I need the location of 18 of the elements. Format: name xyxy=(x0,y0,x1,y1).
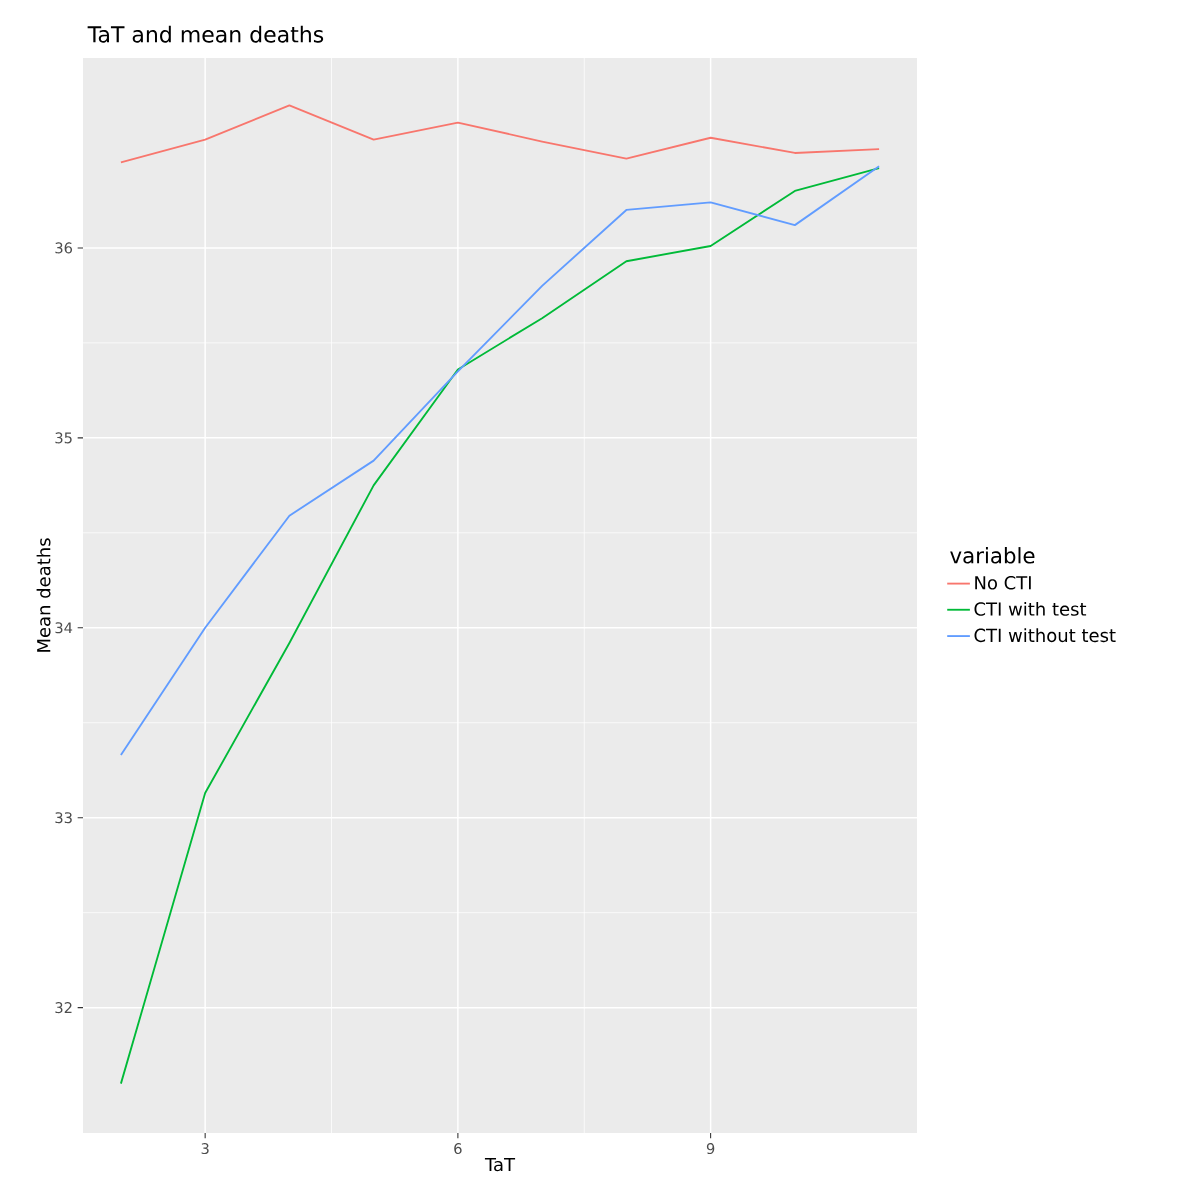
line-series xyxy=(119,165,881,756)
y-axis-title: Mean deaths xyxy=(36,538,51,652)
x-axis-title: TaT xyxy=(484,1157,516,1172)
y-tick-label: 33 xyxy=(55,812,72,824)
legend-label: CTI without test xyxy=(974,628,1116,643)
line-series xyxy=(119,104,881,164)
y-tick-label: 35 xyxy=(55,432,72,444)
legend-title: variable xyxy=(950,547,1035,564)
y-tick-label: 36 xyxy=(55,242,73,254)
x-tick-label: 3 xyxy=(201,1143,209,1155)
chart-title: TaT and mean deaths xyxy=(87,25,324,43)
line-series xyxy=(119,167,881,1085)
x-tick-label: 6 xyxy=(454,1143,462,1155)
legend-label: No CTI xyxy=(975,575,1031,590)
y-tick-label: 32 xyxy=(55,1002,72,1014)
y-tick-label: 34 xyxy=(55,622,73,634)
legend-label: CTI with test xyxy=(974,601,1087,616)
x-tick-label: 9 xyxy=(706,1143,715,1155)
